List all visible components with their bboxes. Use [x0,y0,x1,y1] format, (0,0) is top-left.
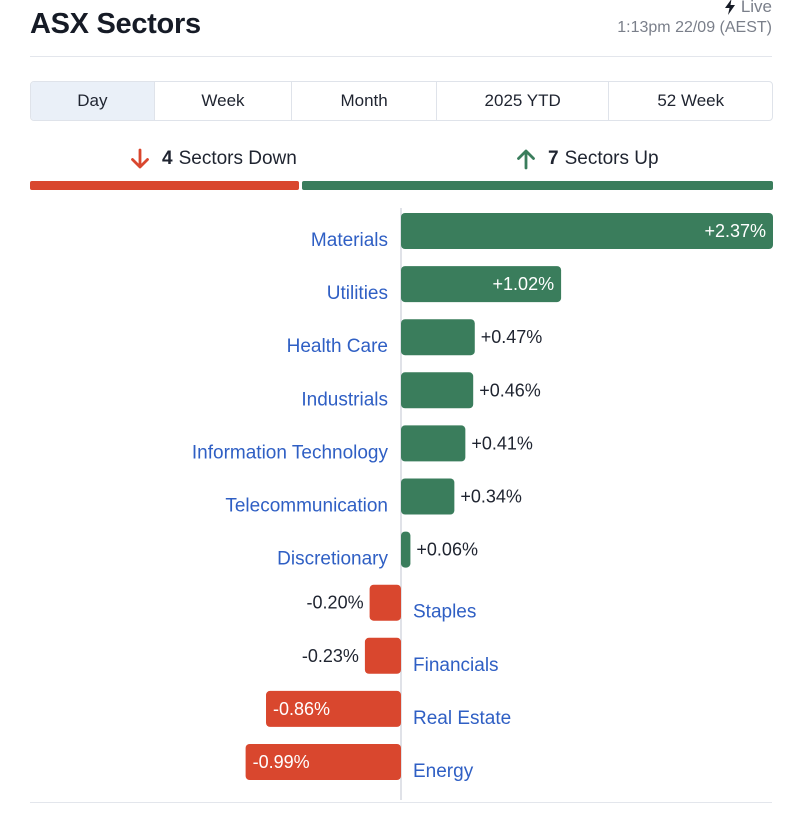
category-label[interactable]: Telecommunication [225,496,388,517]
timestamp: 1:13pm 22/09 (AEST) [617,19,772,36]
sectors-down-summary: 4 Sectors Down [128,146,297,172]
lightning-bolt-icon [724,0,735,15]
header-divider [30,56,772,57]
bar-information-technology [401,425,466,462]
value-label: -0.86% [273,699,330,719]
sectors-up-count: 7 [548,148,559,169]
live-label: Live [740,0,772,16]
bar-telecommunication [401,478,455,515]
value-label: -0.23% [302,646,359,666]
category-label[interactable]: Energy [413,761,474,782]
bar-financials [364,637,401,674]
bar-health-care [401,319,475,356]
value-label: +0.06% [416,540,478,560]
category-label[interactable]: Information Technology [192,442,389,463]
value-label: +1.02% [493,274,555,294]
category-label[interactable]: Real Estate [413,708,511,729]
bar-discretionary [401,531,411,568]
category-label[interactable]: Financials [413,655,499,676]
bar-energy [245,744,401,780]
value-label: +2.37% [704,221,766,241]
value-label: +0.47% [481,327,543,347]
tab-week[interactable]: Week [155,82,293,120]
tab-day[interactable]: Day [31,82,155,120]
period-tabs: Day Week Month 2025 YTD 52 Week [30,81,773,121]
bar-industrials [401,372,474,409]
sectors-down-text: Sectors Down [178,148,297,169]
value-label: +0.46% [479,380,541,400]
ratio-bar-down [30,181,300,190]
bar-staples [369,584,401,621]
category-label[interactable]: Discretionary [277,549,388,570]
category-label[interactable]: Staples [413,602,476,623]
page-title: ASX Sectors [30,8,201,40]
category-label[interactable]: Materials [311,230,388,251]
value-label: -0.99% [253,752,310,772]
bar-utilities [401,266,562,303]
arrow-down-icon [131,148,149,169]
tab-52-week[interactable]: 52 Week [657,91,725,110]
tab-month[interactable]: Month [292,82,437,120]
bar-materials [401,213,773,249]
arrow-up-icon [517,149,535,170]
sectors-up-text: Sectors Up [564,148,659,169]
ratio-bar-up [302,181,773,190]
sectors-up-summary: 7 Sectors Up [514,146,659,172]
category-label[interactable]: Industrials [301,389,388,410]
tab-2025-ytd[interactable]: 2025 YTD [437,82,610,120]
sectors-down-count: 4 [162,148,173,169]
value-label: +0.34% [460,487,522,507]
value-label: +0.41% [471,433,533,453]
bar-real-estate [266,690,401,727]
category-label[interactable]: Health Care [287,336,388,357]
live-indicator: Live [723,0,772,17]
category-label[interactable]: Utilities [327,283,388,304]
footer-divider [30,802,772,803]
value-label: -0.20% [307,593,364,613]
